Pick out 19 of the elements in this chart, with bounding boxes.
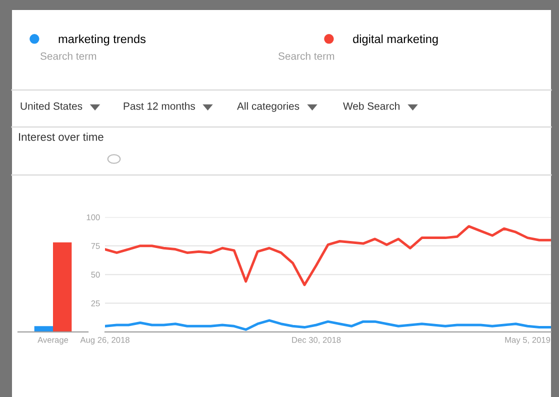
x-tick-label: Aug 26, 2018	[80, 336, 130, 345]
x-tick-label: May 5, 2019	[505, 336, 550, 345]
text: Search term	[40, 52, 96, 60]
text: All categories	[237, 102, 300, 112]
text: Web Search	[343, 102, 400, 110]
text: Past 12 months	[124, 102, 195, 110]
y-tick-label: 100	[86, 214, 100, 220]
line-series	[105, 319, 551, 331]
x-tick-label: Dec 30, 2018	[292, 336, 341, 344]
y-tick-label: 25	[91, 300, 100, 306]
y-tick-label: 50	[91, 272, 100, 278]
line-series	[105, 225, 551, 286]
chart-title: Interest over time	[19, 132, 104, 141]
text: Search term	[278, 52, 334, 60]
legend-label: digital marketing	[353, 34, 438, 46]
legend-label: marketing trends	[58, 34, 146, 46]
x-tick-label: Average	[38, 337, 68, 345]
text: United States	[20, 102, 82, 110]
y-tick-label: 75	[91, 243, 100, 249]
